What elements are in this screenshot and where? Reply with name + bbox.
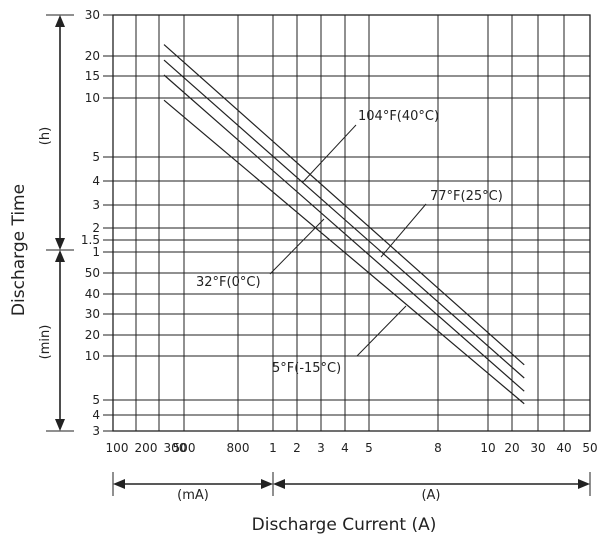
series-line-2 [163, 74, 525, 392]
annotation-label-neg15c: 5°F(-15°C) [272, 361, 341, 376]
y-tick-label: 10 [85, 349, 100, 363]
x-tick-label: 2 [293, 441, 301, 455]
y-tick-label: 20 [85, 328, 100, 342]
x-axis-title: Discharge Current (A) [252, 515, 437, 535]
annotation-leader-0c [269, 218, 325, 275]
x-tick-label: 20 [504, 441, 519, 455]
minutes-unit-label: (min) [38, 325, 53, 360]
hours-arrow-up [55, 15, 65, 27]
y-axis-title: Discharge Time [9, 184, 29, 316]
y-tick-label: 3 [92, 198, 100, 212]
x-tick-label: 10 [480, 441, 495, 455]
y-tick-label: 30 [85, 8, 100, 22]
plot-frame [112, 14, 591, 432]
x-tick-label: 50 [582, 441, 597, 455]
x-tick-label: 5 [365, 441, 373, 455]
annotation-label-40c: 104°F(40°C) [358, 109, 439, 124]
y-tick-label: 3 [92, 424, 100, 438]
y-tick-label: 1 [92, 245, 100, 259]
x-tick-label: 4 [341, 441, 349, 455]
x-tick-label: 8 [434, 441, 442, 455]
minutes-arrow-up [55, 250, 65, 262]
series-line-3 [163, 99, 525, 405]
x-tick-label: 40 [556, 441, 571, 455]
hours-arrow-down [55, 238, 65, 250]
y-tick-label: 20 [85, 49, 100, 63]
y-tick-label: 4 [92, 174, 100, 188]
x-tick-label: 500 [173, 441, 196, 455]
grid [103, 14, 591, 432]
y-tick-label: 10 [85, 91, 100, 105]
hours-unit-label: (h) [38, 127, 53, 145]
y-tick-label: 40 [85, 287, 100, 301]
x-tick-label: 3 [317, 441, 325, 455]
series-line-1 [163, 59, 525, 379]
y-axis-ranges: (h) (min) Discharge Time [9, 14, 74, 432]
ma-arrow-left [113, 479, 125, 489]
x-tick-label: 1 [269, 441, 277, 455]
x-tick-label: 200 [135, 441, 158, 455]
y-tick-label: 4 [92, 408, 100, 422]
x-tick-label: 30 [530, 441, 545, 455]
annotation-leader-40c [302, 124, 357, 183]
minutes-arrow-down [55, 419, 65, 431]
y-tick-label: 5 [92, 393, 100, 407]
annotation-leader-neg15c [356, 305, 407, 357]
a-unit-label: (A) [421, 488, 440, 503]
series-lines [163, 44, 525, 405]
annotation-leader-25c [380, 203, 427, 258]
x-tick-label: 300 [164, 441, 187, 455]
ma-arrow-right [261, 479, 273, 489]
x-tick-label: 800 [227, 441, 250, 455]
y-tick-label: 30 [85, 307, 100, 321]
series-line-0 [163, 44, 525, 366]
y-tick-label: 50 [85, 266, 100, 280]
y-tick-label: 1.5 [81, 233, 100, 247]
annotations: 104°F(40°C) 77°F(25°C) 32°F(0°C) 5°F(-15… [196, 109, 503, 376]
annotation-label-25c: 77°F(25°C) [430, 189, 503, 204]
a-arrow-left [273, 479, 285, 489]
a-arrow-right [578, 479, 590, 489]
y-tick-label: 2 [92, 221, 100, 235]
y-tick-label: 15 [85, 69, 100, 83]
annotation-label-0c: 32°F(0°C) [196, 275, 261, 290]
x-tick-label: 100 [106, 441, 129, 455]
y-tick-label: 5 [92, 150, 100, 164]
ma-unit-label: (mA) [177, 488, 209, 503]
x-axis-ranges: (mA) (A) Discharge Current (A) [112, 472, 591, 535]
